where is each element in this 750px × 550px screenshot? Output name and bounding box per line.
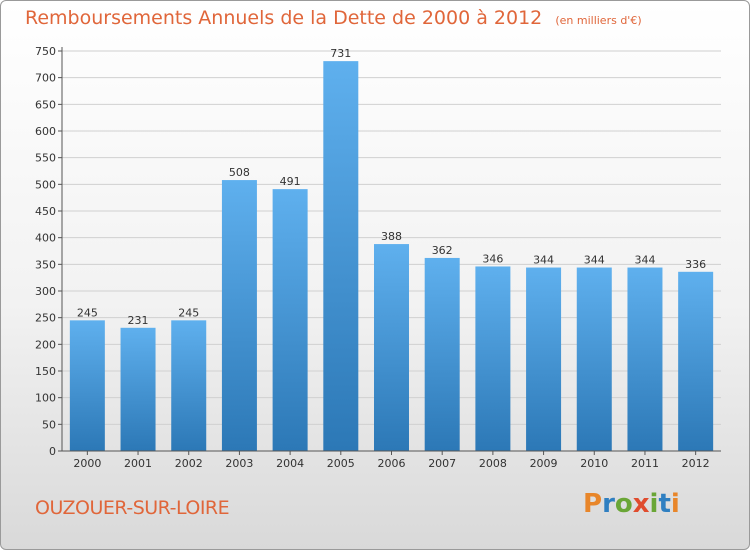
bar-2012 bbox=[678, 271, 714, 451]
y-tick-label: 300 bbox=[35, 285, 56, 298]
y-tick-label: 400 bbox=[35, 232, 56, 245]
logo-letter: x bbox=[632, 489, 650, 519]
logo-letter: r bbox=[602, 489, 615, 519]
x-tick-label: 2000 bbox=[73, 457, 101, 470]
logo-letter: i bbox=[670, 489, 680, 519]
chart-title: Remboursements Annuels de la Dette de 20… bbox=[25, 7, 543, 29]
x-tick-label: 2002 bbox=[175, 457, 203, 470]
bar-2009 bbox=[526, 267, 562, 451]
data-label: 245 bbox=[77, 306, 98, 319]
data-label: 231 bbox=[128, 314, 149, 327]
y-tick-label: 200 bbox=[35, 338, 56, 351]
bar-2002 bbox=[171, 320, 207, 451]
logo-letter: t bbox=[658, 489, 671, 519]
logo-letter: P bbox=[583, 489, 603, 519]
data-label: 731 bbox=[330, 47, 351, 60]
bar-2010 bbox=[576, 267, 612, 451]
y-tick-label: 550 bbox=[35, 152, 56, 165]
y-tick-label: 350 bbox=[35, 258, 56, 271]
chart-unit: (en milliers d'€) bbox=[555, 14, 642, 27]
y-tick-label: 500 bbox=[35, 178, 56, 191]
bar-2000 bbox=[69, 320, 105, 451]
bar-2005 bbox=[323, 61, 359, 452]
x-tick-label: 2009 bbox=[530, 457, 558, 470]
x-tick-label: 2010 bbox=[580, 457, 608, 470]
data-label: 508 bbox=[229, 166, 250, 179]
y-tick-label: 100 bbox=[35, 392, 56, 405]
bars bbox=[69, 61, 714, 452]
y-tick-label: 650 bbox=[35, 98, 56, 111]
x-tick-label: 2012 bbox=[682, 457, 710, 470]
city-name: OUZOUER-SUR-LOIRE bbox=[35, 497, 230, 519]
x-tick-label: 2004 bbox=[276, 457, 304, 470]
x-tick-label: 2007 bbox=[428, 457, 456, 470]
bar-2004 bbox=[272, 189, 308, 451]
logo-letter: i bbox=[649, 489, 659, 519]
bar-2006 bbox=[374, 244, 409, 451]
x-tick-label: 2006 bbox=[378, 457, 406, 470]
y-tick-label: 600 bbox=[35, 125, 56, 138]
data-label: 336 bbox=[685, 258, 706, 271]
data-label: 344 bbox=[533, 254, 554, 267]
tick-labels: 0 50 100 150 200 250 300 350 400 450 500 550 600 650 7… bbox=[35, 45, 710, 470]
y-tick-label: 250 bbox=[35, 312, 56, 325]
data-label: 491 bbox=[280, 175, 301, 188]
x-tick-label: 2011 bbox=[631, 457, 659, 470]
axes bbox=[58, 47, 721, 455]
y-tick-label: 0 bbox=[49, 445, 56, 458]
data-label: 245 bbox=[178, 306, 199, 319]
bar-2011 bbox=[627, 267, 663, 451]
y-tick-label: 450 bbox=[35, 205, 56, 218]
bar-2003 bbox=[221, 180, 257, 452]
y-tick-label: 150 bbox=[35, 365, 56, 378]
data-label: 346 bbox=[482, 252, 503, 265]
data-label: 344 bbox=[634, 254, 655, 267]
x-tick-label: 2005 bbox=[327, 457, 355, 470]
logo-letter: o bbox=[614, 489, 633, 519]
y-tick-label: 50 bbox=[42, 418, 56, 431]
x-tick-label: 2001 bbox=[124, 457, 152, 470]
chart-title-block: Remboursements Annuels de la Dette de 20… bbox=[25, 7, 642, 29]
y-tick-label: 750 bbox=[35, 45, 56, 58]
bar-2008 bbox=[475, 266, 511, 451]
proxiti-logo[interactable]: Proxiti bbox=[583, 489, 680, 519]
data-label: 362 bbox=[432, 244, 453, 257]
data-label: 388 bbox=[381, 230, 402, 243]
bar-2001 bbox=[120, 327, 156, 451]
data-label: 344 bbox=[584, 254, 605, 267]
bar-2007 bbox=[424, 257, 460, 451]
y-tick-label: 700 bbox=[35, 72, 56, 85]
x-tick-label: 2008 bbox=[479, 457, 507, 470]
x-tick-label: 2003 bbox=[225, 457, 253, 470]
